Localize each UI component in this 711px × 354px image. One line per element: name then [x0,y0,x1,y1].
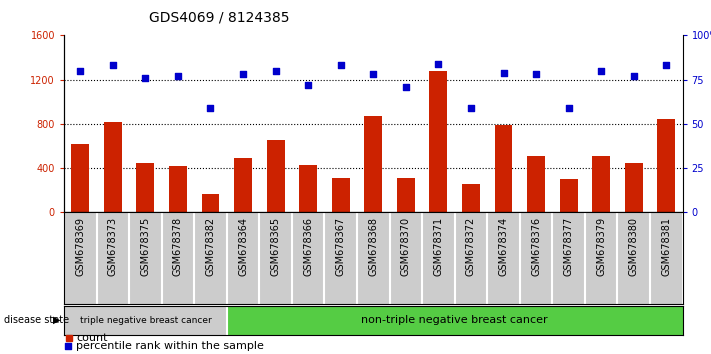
Bar [429,71,447,212]
Point [335,63,346,68]
Bar [104,122,122,212]
Point [433,61,444,67]
Bar [560,179,577,212]
Text: triple negative breast cancer: triple negative breast cancer [80,315,211,325]
Point [275,301,287,306]
Text: GSM678382: GSM678382 [205,217,215,276]
Text: GSM678378: GSM678378 [173,217,183,276]
Text: GSM678364: GSM678364 [238,217,248,276]
Point [237,72,249,77]
Bar [267,141,284,212]
Point [498,70,509,75]
Text: percentile rank within the sample: percentile rank within the sample [76,341,264,351]
Bar [71,144,89,212]
Point [596,68,607,74]
Point [530,72,542,77]
Bar [234,158,252,212]
Bar [625,162,643,212]
Text: GSM678366: GSM678366 [303,217,313,276]
Text: GSM678380: GSM678380 [629,217,638,276]
Text: GSM678376: GSM678376 [531,217,541,276]
Text: GSM678372: GSM678372 [466,217,476,276]
Bar [64,306,227,335]
Bar [462,184,480,212]
Point [270,68,282,74]
Point [368,72,379,77]
Text: GSM678379: GSM678379 [596,217,606,276]
Bar [137,162,154,212]
Bar [658,120,675,212]
Text: GDS4069 / 8124385: GDS4069 / 8124385 [149,11,290,25]
Point [661,63,672,68]
Point [75,68,86,74]
Text: GSM678377: GSM678377 [564,217,574,276]
Bar [201,194,220,212]
Text: GSM678374: GSM678374 [498,217,508,276]
Bar [592,156,610,212]
Text: GSM678370: GSM678370 [401,217,411,276]
Bar [65,335,73,341]
Bar [227,306,683,335]
Point [172,73,183,79]
Bar [299,165,317,212]
Bar [527,156,545,212]
Text: GSM678367: GSM678367 [336,217,346,276]
Text: non-triple negative breast cancer: non-triple negative breast cancer [361,315,548,325]
Point [400,84,412,90]
Bar [495,125,513,212]
Bar [332,178,350,212]
Text: GSM678373: GSM678373 [108,217,118,276]
Text: GSM678365: GSM678365 [271,217,281,276]
Point [563,105,574,111]
Point [465,105,476,111]
Point [205,105,216,111]
Text: GSM678381: GSM678381 [661,217,671,276]
Bar [169,166,187,212]
Point [107,63,119,68]
Point [139,75,151,81]
Text: GSM678368: GSM678368 [368,217,378,276]
Bar [397,178,415,212]
Text: GSM678375: GSM678375 [140,217,151,276]
Point [628,73,639,79]
Bar [364,116,383,212]
Text: GSM678371: GSM678371 [434,217,444,276]
Text: count: count [76,333,108,343]
Text: GSM678369: GSM678369 [75,217,85,276]
Text: disease state: disease state [4,315,69,325]
Point [302,82,314,88]
Text: ▶: ▶ [53,315,60,325]
